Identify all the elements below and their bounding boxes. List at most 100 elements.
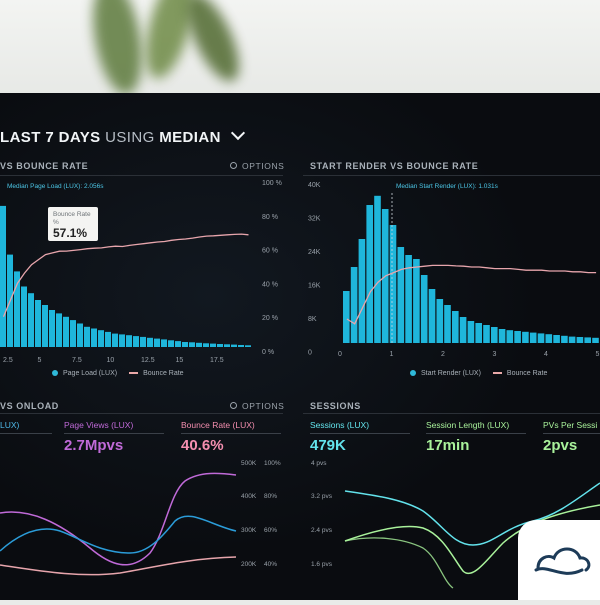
y-tick: 4 pvs [311,460,327,467]
histogram-bar [350,267,358,343]
y-tick: 3.2 pvs [311,493,333,500]
y-tick: 40K [308,182,321,189]
panel-divider [303,413,600,414]
histogram-bar [210,343,216,347]
histogram-bar [452,311,459,343]
metric-underline [426,433,526,434]
metric-label: Page Views (LUX) [64,420,134,430]
histogram-bar [491,327,498,343]
histogram-bar [98,330,104,347]
dashboard-header[interactable]: LAST 7 DAYS USING MEDIAN [0,125,246,146]
x-tick: 10 [107,357,115,364]
y-tick: 8K [308,316,317,323]
histogram-bar [475,323,482,343]
y-tick: 200K [241,561,257,568]
y-tick: 80% [264,493,277,500]
y-tick: 40% [264,561,277,568]
y-tick: 60 % [262,248,278,255]
pvs-per-session-line [344,537,454,589]
histogram-bar [537,333,545,343]
x-tick: 2.5 [3,357,13,364]
panel-divider [0,175,283,176]
histogram-bar [389,225,397,343]
metric-label: Session Length (LUX) [426,420,510,430]
y-tick: 0 [308,350,312,357]
metric-underline [310,433,410,434]
histogram-bar [154,338,160,347]
chevron-down-icon[interactable] [231,125,246,141]
histogram-bar [405,255,412,343]
histogram-bar [231,344,237,347]
y-tick: 32K [308,216,321,223]
panel-title-page-load: VS BOUNCE RATE [0,161,89,171]
median-label: Median Start Render (LUX): 1.031s [396,183,499,190]
x-tick: 12.5 [141,357,155,364]
histogram-bar [112,333,118,347]
metric-label: Sessions (LUX) [310,420,370,430]
logo-badge [518,520,600,600]
y-tick: 24K [308,249,321,256]
page-load-chart: Median Page Load (LUX): 2.056s 2.5 5 7.5 10… [0,175,290,405]
histogram-bar [467,321,475,343]
bounce-rate-line [346,264,597,325]
legend-dash [129,372,139,374]
histogram-bar [444,305,451,343]
histogram-bar [514,331,521,343]
histogram-bar [420,275,428,343]
x-tick: 3 [493,351,497,358]
options-button[interactable]: OPTIONS [230,401,284,411]
histogram-bar [56,313,62,347]
histogram-bar [561,335,568,343]
y-tick: 100% [264,460,281,467]
y-tick: 500K [241,460,257,467]
legend-dot [52,370,58,377]
y-tick: 16K [308,283,321,290]
start-render-chart-svg: Median Start Render (LUX): 1.031s 40K 32K… [308,182,600,358]
histogram-bar [35,300,41,347]
histogram-bar [28,293,34,347]
legend-dot [410,370,416,377]
histogram-bar [105,331,111,347]
options-label: OPTIONS [242,161,285,171]
metric-underline [0,433,52,434]
histogram-bar [126,335,132,347]
histogram-bar [14,271,20,347]
histogram-bar [119,334,125,347]
histogram-bar [21,286,27,347]
histogram-bar [436,299,444,343]
panel-divider [303,175,600,176]
y-tick: 20 % [262,315,278,322]
legend-line-label: Bounce Rate [143,370,184,377]
histogram-bar [483,325,490,343]
histogram-bar [568,336,576,343]
histogram-bar [576,337,584,343]
histogram-bar [182,342,188,347]
y-tick: 300K [241,527,257,534]
gear-icon [230,162,237,170]
sessions-chart-svg: 4 pvs 3.2 pvs 2.4 pvs 1.6 pvs [311,460,600,589]
x-tick: 2 [441,351,445,358]
plant-leaf [176,0,250,89]
sessions-chart: 4 pvs 3.2 pvs 2.4 pvs 1.6 pvs [303,453,600,600]
cloud-logo-icon [534,547,591,575]
histogram-bar [77,323,83,347]
y-tick: 400K [241,493,257,500]
header-days: 7 DAYS [45,129,101,146]
monitor-screen: LAST 7 DAYS USING MEDIAN VS BOUNCE RATE … [0,93,600,600]
background-wall [0,0,600,95]
x-tick: 1 [390,351,394,358]
histogram-bar [161,339,167,347]
plant-leaf [85,0,150,95]
options-button[interactable]: OPTIONS [230,161,284,171]
y-tick: 60% [264,527,277,534]
header-using: USING [105,129,155,146]
y-tick: 2.4 pvs [311,527,333,534]
histogram-bar [428,289,436,343]
y-tick: 80 % [262,214,278,221]
page-load-chart-svg: Median Page Load (LUX): 2.056s 2.5 5 7.5 10… [0,180,282,364]
histogram-bar [91,328,97,347]
metric-label: PVs Per Sessi [543,420,598,430]
panel-divider [0,413,283,414]
legend-dash [492,372,502,374]
histogram-bar [584,337,591,343]
